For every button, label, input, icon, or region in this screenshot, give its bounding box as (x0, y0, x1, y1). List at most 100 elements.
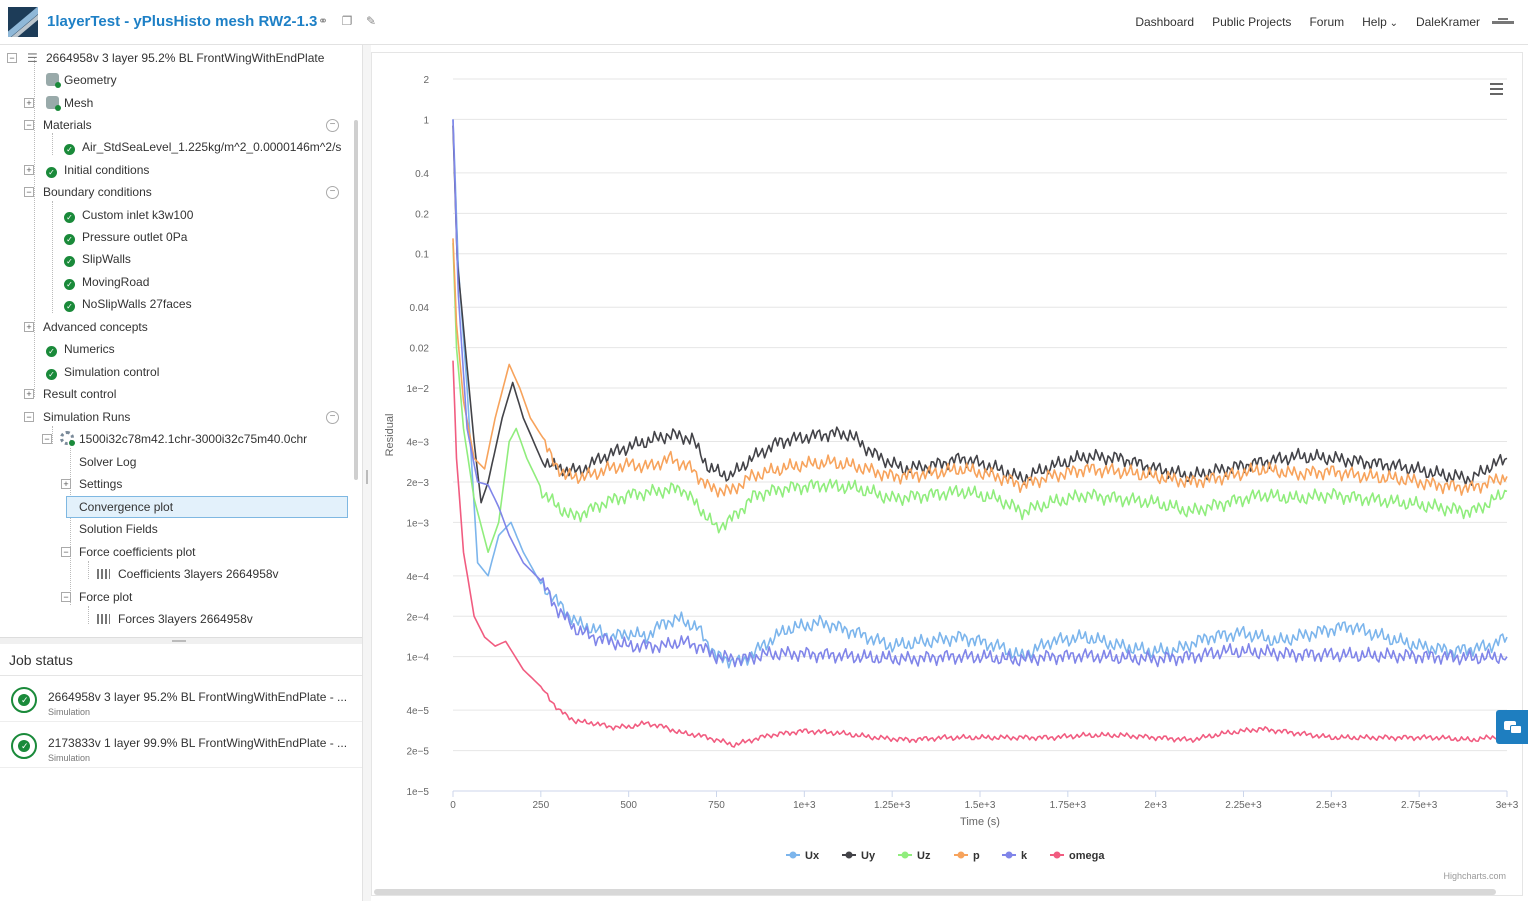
copy-icon[interactable]: ❐ (341, 14, 353, 28)
tree-item-materials-label: Materials (43, 118, 92, 132)
share-icon[interactable]: ⚭ (317, 14, 329, 28)
tree-item-material[interactable]: ✓ Air_StdSeaLevel_1.225kg/m^2_0.0000146m^… (64, 137, 341, 157)
top-nav: Dashboard Public Projects Forum Help Dal… (1117, 0, 1518, 44)
tree-item-numerics[interactable]: ✓ Numerics (46, 339, 115, 359)
tree-item-mesh[interactable]: + Mesh (24, 93, 324, 113)
chart-horizontal-scrollbar[interactable] (374, 889, 1496, 895)
check-icon: ✓ (46, 369, 57, 380)
check-icon: ✓ (64, 301, 75, 312)
tree-item-simulation-runs[interactable]: − Simulation Runs − (24, 407, 340, 427)
x-tick-label: 1e+3 (793, 800, 816, 811)
tree-item-mesh-label: Mesh (64, 96, 94, 110)
tree-item-convergence-plot[interactable]: Convergence plot (66, 496, 348, 518)
series-line-Ux[interactable] (452, 119, 1508, 669)
tree-item-boundary-label: SlipWalls (82, 252, 131, 266)
legend-item-Ux[interactable]: Ux (786, 850, 820, 862)
job-name: 2664958v 3 layer 95.2% BL FrontWingWithE… (48, 690, 348, 704)
chat-icon[interactable] (1496, 710, 1528, 744)
nav-help-dropdown[interactable]: Help (1362, 15, 1398, 29)
user-name[interactable]: DaleKramer (1415, 15, 1480, 29)
tree-item-forces[interactable]: Forces 3layers 2664958v (97, 609, 253, 629)
tree-item-coefficients[interactable]: Coefficients 3layers 2664958v (97, 564, 279, 584)
edit-icon[interactable]: ✎ (365, 14, 377, 28)
y-tick-label: 1e−2 (406, 384, 429, 395)
tree-item-boundary[interactable]: ✓ Custom inlet k3w100 (64, 205, 193, 225)
job-type: Simulation (48, 707, 91, 717)
y-tick-label: 1e−3 (406, 518, 429, 529)
job-status-title: Job status (0, 645, 362, 676)
tree-item-geometry-label: Geometry (64, 73, 117, 87)
check-icon: ✓ (46, 346, 57, 357)
tree-item-boundary[interactable]: ✓ Pressure outlet 0Pa (64, 227, 187, 247)
legend-item-omega[interactable]: omega (1050, 850, 1105, 862)
y-tick-label: 0.2 (415, 209, 429, 220)
job-item[interactable]: 2664958v 3 layer 95.2% BL FrontWingWithE… (0, 676, 362, 722)
job-name: 2173833v 1 layer 99.9% BL FrontWingWithE… (48, 736, 348, 750)
tree-item-solution-fields[interactable]: Solution Fields (79, 519, 158, 539)
tree-item-simulation-control[interactable]: ✓ Simulation control (46, 362, 159, 382)
tree-item-force-coefficients-plot-label: Force coefficients plot (79, 545, 196, 559)
series-line-omega[interactable] (452, 360, 1508, 748)
avatar-icon[interactable] (1490, 15, 1518, 29)
tree-root[interactable]: − ☰ 2664958v 3 layer 95.2% BL FrontWingW… (7, 48, 347, 68)
legend-item-Uy[interactable]: Uy (842, 850, 876, 862)
chart-panel: 2 1 0.4 0.2 0.1 0.04 0.02 1e−2 4e−3 2e−3 1e−3 4e−4 2… (371, 52, 1523, 896)
y-tick-label: 0.1 (415, 250, 429, 261)
tree-item-run-label: 1500i32c78m42.1chr-3000i32c75m40.0chr (79, 432, 308, 446)
collapse-icon[interactable]: − (326, 411, 339, 424)
success-icon (11, 733, 37, 759)
legend-item-p[interactable]: p (954, 850, 980, 862)
tree-item-boundary-conditions-label: Boundary conditions (43, 185, 152, 199)
y-tick-label: 4e−4 (406, 572, 429, 583)
tree-item-run[interactable]: −1500i32c78m42.1chr-3000i32c75m40.0chr (42, 429, 342, 449)
tree-item-convergence-plot-label: Convergence plot (79, 500, 174, 514)
horizontal-splitter[interactable] (0, 637, 362, 644)
tree-item-solver-log[interactable]: Solver Log (79, 452, 136, 472)
svg-text:omega: omega (1069, 850, 1105, 862)
chart-menu-icon[interactable] (1490, 83, 1503, 95)
simscale-logo-icon[interactable] (8, 7, 38, 37)
tree-item-boundary[interactable]: ✓ SlipWalls (64, 249, 131, 269)
nav-dashboard[interactable]: Dashboard (1135, 15, 1195, 29)
series-line-k[interactable] (452, 119, 1508, 668)
tree-item-settings[interactable]: + Settings (61, 474, 261, 494)
series-line-p[interactable] (452, 238, 1508, 498)
nav-public-projects[interactable]: Public Projects (1212, 15, 1292, 29)
geometry-icon (46, 73, 61, 88)
collapse-icon[interactable]: − (326, 186, 339, 199)
tree-item-force-coefficients-plot[interactable]: − Force coefficients plot (61, 542, 281, 562)
x-tick-label: 2.75e+3 (1401, 800, 1438, 811)
tree-item-solver-log-label: Solver Log (79, 455, 137, 469)
svg-text:Ux: Ux (805, 850, 820, 862)
tree-root-label: 2664958v 3 layer 95.2% BL FrontWingWithE… (46, 51, 325, 65)
tree-item-boundary-conditions[interactable]: − Boundary conditions − (24, 182, 340, 202)
legend-item-k[interactable]: k (1002, 850, 1028, 862)
x-tick-label: 1.25e+3 (874, 800, 911, 811)
legend-item-Uz[interactable]: Uz (898, 850, 931, 862)
tree-item-result-control[interactable]: + Result control (24, 384, 324, 404)
tree-item-boundary[interactable]: ✓ NoSlipWalls 27faces (64, 294, 192, 314)
check-icon: ✓ (64, 279, 75, 290)
nav-forum[interactable]: Forum (1309, 15, 1345, 29)
job-item[interactable]: 2173833v 1 layer 99.9% BL FrontWingWithE… (0, 722, 362, 768)
chart-credit[interactable]: Highcharts.com (1443, 871, 1506, 881)
job-type: Simulation (48, 753, 91, 763)
vertical-splitter[interactable] (362, 45, 371, 901)
x-axis-label: Time (s) (960, 816, 1000, 828)
check-icon: ✓ (64, 256, 75, 267)
series-line-Uy[interactable] (452, 125, 1508, 504)
tree-item-boundary[interactable]: ✓ MovingRoad (64, 272, 149, 292)
x-tick-label: 2.25e+3 (1225, 800, 1262, 811)
series-line-Uz[interactable] (452, 243, 1508, 553)
tree-item-geometry[interactable]: Geometry (46, 70, 117, 90)
y-tick-label: 0.4 (415, 169, 429, 180)
tree-item-initial-conditions[interactable]: + ✓ Initial conditions (24, 160, 324, 180)
svg-text:p: p (973, 850, 980, 862)
tree-item-force-plot[interactable]: − Force plot (61, 587, 281, 607)
success-icon (11, 687, 37, 713)
tree-item-boundary-label: MovingRoad (82, 275, 150, 289)
tree-scrollbar[interactable] (354, 120, 358, 480)
collapse-icon[interactable]: − (326, 119, 339, 132)
tree-item-materials[interactable]: − Materials − (24, 115, 340, 135)
tree-item-advanced-concepts[interactable]: + Advanced concepts (24, 317, 324, 337)
